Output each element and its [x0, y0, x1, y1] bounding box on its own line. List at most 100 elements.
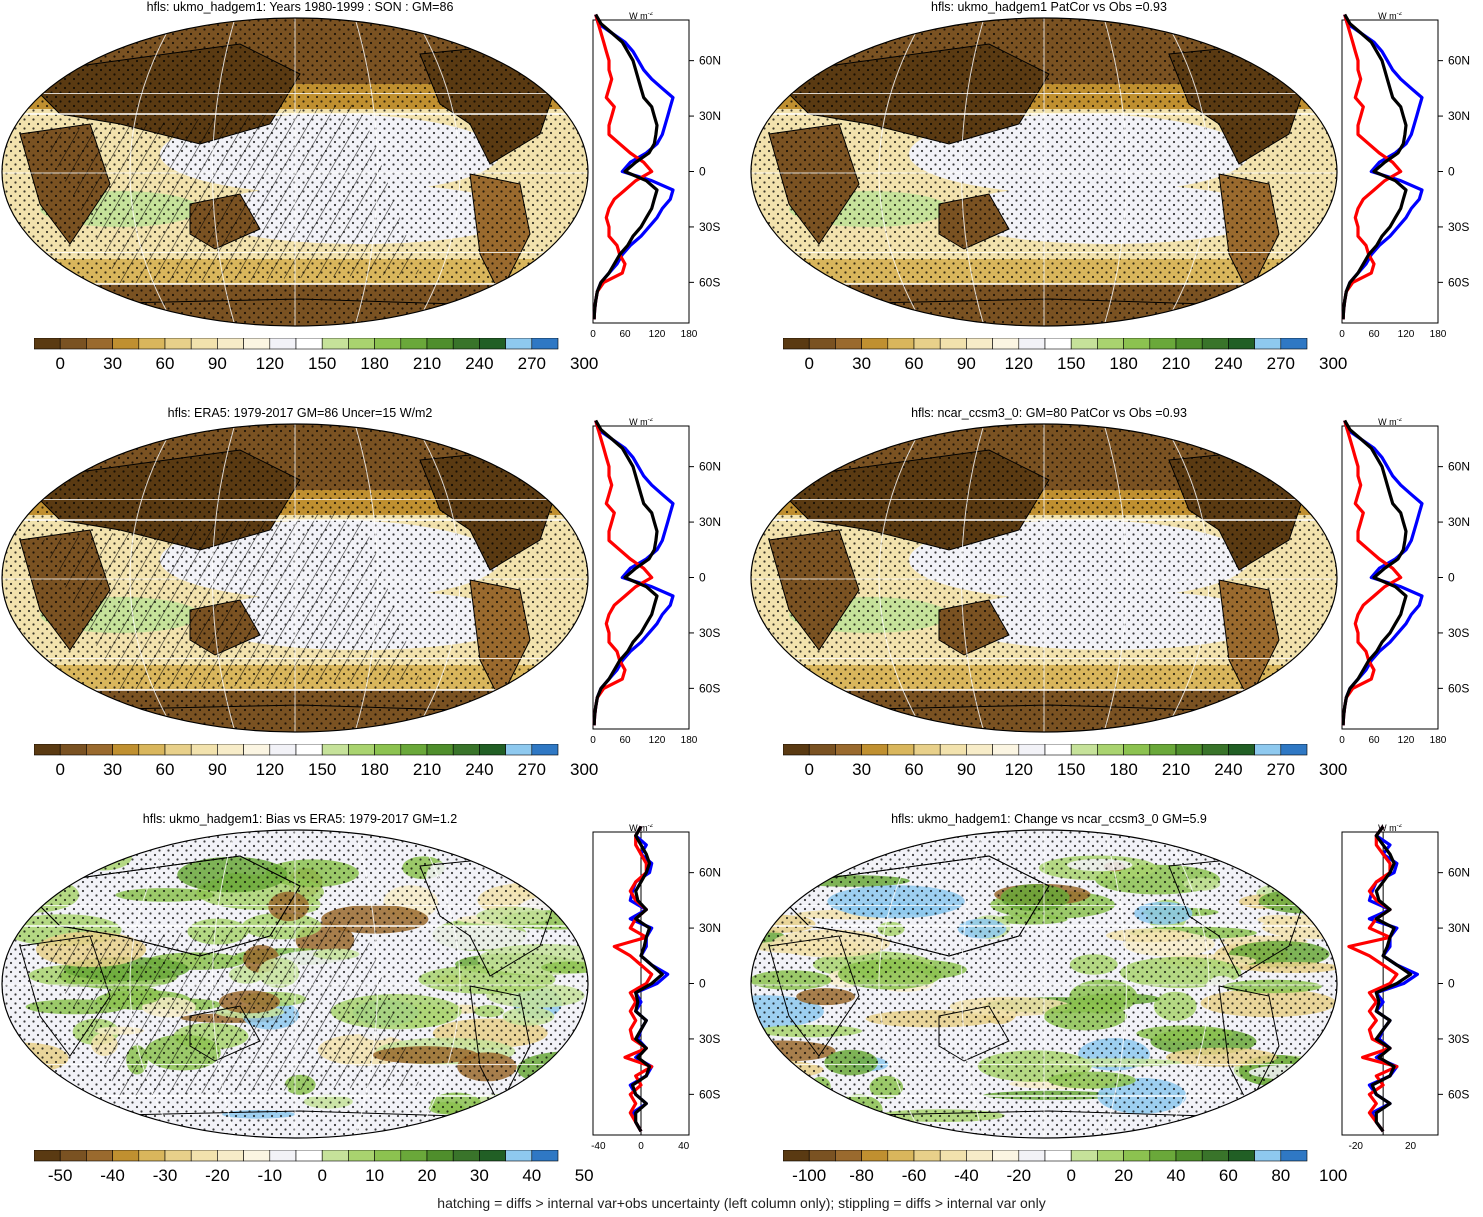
profile-unit: W m-2 [629, 418, 653, 427]
profile-lat-label: 0 [1448, 571, 1455, 585]
colorbar-tick-label: 10 [365, 1166, 385, 1185]
figure-footnote: hatching = diffs > internal var+obs unce… [437, 1195, 1046, 1211]
colorbar-tick-label: 80 [1271, 1166, 1291, 1185]
colorbar-tick-label: 60 [155, 354, 175, 373]
map-panel-2: hfls: ukmo_hadgem1 PatCor vs Obs =0.93 0 3… [749, 0, 1483, 405]
profile-x-tick: 60 [619, 735, 631, 746]
colorbar [783, 744, 1308, 756]
colorbar-tick-label: -30 [152, 1166, 178, 1185]
colorbar-tick-label: 20 [417, 1166, 437, 1185]
map-panel-6: hfls: ukmo_hadgem1: Change vs ncar_ccsm3… [749, 812, 1483, 1217]
colorbar-tick-label: 60 [155, 760, 175, 779]
colorbar [34, 338, 559, 350]
robinson-map [1, 17, 589, 327]
profile-lat-label: 60S [1448, 275, 1469, 289]
profile-lat-label: 60S [699, 275, 720, 289]
profile-x-tick: 180 [681, 735, 698, 746]
colorbar [783, 1150, 1308, 1162]
colorbar-tick-label: 270 [1266, 354, 1295, 373]
colorbar-tick-label: 240 [1214, 760, 1243, 779]
profile-lat-label: 0 [699, 571, 706, 585]
profile-curve-abs_red [1341, 14, 1403, 320]
profile-lat-label: 30N [1448, 109, 1470, 123]
colorbar-tick-label: 60 [904, 760, 924, 779]
colorbar-tick-label: 0 [317, 1166, 327, 1185]
colorbar-tick-label: 240 [1214, 354, 1243, 373]
profile-lat-label: 60N [1448, 460, 1470, 474]
profile-x-tick: 120 [649, 735, 666, 746]
profile-lat-label: 0 [1448, 165, 1455, 179]
robinson-map [750, 17, 1338, 327]
colorbar-tick-label: -60 [901, 1166, 927, 1185]
map-panel-5: hfls: ukmo_hadgem1: Bias vs ERA5: 1979-2… [0, 812, 740, 1217]
profile-curve-abs_red [1341, 420, 1403, 726]
colorbar-tick-label: 300 [570, 760, 599, 779]
colorbar-tick-label: 60 [1218, 1166, 1238, 1185]
colorbar-tick-label: 30 [852, 760, 872, 779]
colorbar-tick-label: 180 [1109, 354, 1138, 373]
profile-lat-label: 30S [699, 626, 720, 640]
profile-lat-label: 60S [1448, 681, 1469, 695]
map-panel-4: hfls: ncar_ccsm3_0: GM=80 PatCor vs Obs … [749, 406, 1483, 811]
profile-x-tick: 0 [590, 329, 596, 340]
colorbar-labels: 0 30 60 90 120 150 180 210 240 270 300 [783, 760, 1347, 782]
colorbar-labels: 0 30 60 90 120 150 180 210 240 270 300 [34, 760, 598, 782]
colorbar-tick-label: 30 [852, 354, 872, 373]
robinson-map [750, 829, 1338, 1139]
colorbar-tick-label: 120 [255, 760, 284, 779]
colorbar [34, 1150, 559, 1162]
profile-lat-label: 30N [1448, 921, 1470, 935]
colorbar-tick-label: 240 [465, 354, 494, 373]
colorbar-tick-label: 210 [412, 354, 442, 373]
profile-curve-abs_black [1341, 419, 1408, 726]
profile-x-tick: 20 [1405, 1141, 1417, 1152]
colorbar-tick-label: 0 [804, 354, 814, 373]
robinson-map [1, 829, 589, 1139]
profile-curve-diff_black [630, 825, 664, 1133]
colorbar-tick-label: 60 [904, 354, 924, 373]
profile-x-tick: -40 [591, 1141, 606, 1152]
colorbar-tick-label: -100 [792, 1166, 827, 1185]
colorbar-tick-label: 0 [55, 760, 65, 779]
profile-x-tick: 60 [1368, 329, 1380, 340]
colorbar-tick-label: 30 [469, 1166, 489, 1185]
profile-curve-abs_red [592, 14, 654, 320]
colorbar-labels: -50 -40 -30 -20 -10 0 10 20 30 40 50 [34, 1166, 594, 1188]
colorbar-tick-label: 20 [1114, 1166, 1134, 1185]
colorbar-tick-label: 150 [1057, 354, 1086, 373]
profile-unit: W m-2 [1378, 824, 1402, 833]
profile-lat-label: 30S [1448, 220, 1469, 234]
colorbar-tick-label: 100 [1319, 1166, 1348, 1185]
colorbar-tick-label: -20 [205, 1166, 230, 1185]
profile-x-tick: 0 [1339, 735, 1345, 746]
colorbar-tick-label: -50 [47, 1166, 73, 1185]
zonal-mean-profile: W m-2 60N 30N 0 30S 60S 0 60 120 180 [590, 12, 721, 340]
colorbar-tick-label: 90 [956, 354, 976, 373]
colorbar-labels: -100 -80 -60 -40 -20 0 20 40 60 80 100 [783, 1166, 1347, 1188]
profile-lat-label: 60N [1448, 866, 1470, 880]
colorbar-tick-label: 30 [103, 354, 123, 373]
colorbar-tick-label: 180 [1109, 760, 1138, 779]
colorbar [783, 338, 1308, 350]
zonal-mean-profile: W m-2 60N 30N 0 30S 60S 0 60 120 180 [1339, 12, 1470, 340]
colorbar-tick-label: 0 [1066, 1166, 1076, 1185]
colorbar-tick-label: 270 [1266, 760, 1295, 779]
profile-lat-label: 60N [1448, 54, 1470, 68]
panel-title: hfls: ERA5: 1979-2017 GM=86 Uncer=15 W/m… [167, 406, 433, 420]
colorbar [34, 744, 559, 756]
colorbar-tick-label: 30 [103, 760, 123, 779]
profile-unit: W m-2 [1378, 418, 1402, 427]
profile-curve-abs_black [1341, 13, 1408, 320]
zonal-mean-profile: W m-2 60N 30N 0 30S 60S 0 60 120 180 [590, 418, 721, 746]
colorbar-tick-label: 90 [956, 760, 976, 779]
profile-x-tick: 120 [1398, 735, 1415, 746]
colorbar-tick-label: 270 [517, 760, 546, 779]
profile-x-tick: 40 [678, 1141, 690, 1152]
colorbar-tick-label: 50 [574, 1166, 594, 1185]
profile-x-tick: 180 [1430, 735, 1447, 746]
profile-x-tick: -20 [1348, 1141, 1363, 1152]
panel-title: hfls: ukmo_hadgem1 PatCor vs Obs =0.93 [931, 0, 1167, 14]
colorbar-tick-label: -20 [1006, 1166, 1032, 1185]
map-panel-3: hfls: ERA5: 1979-2017 GM=86 Uncer=15 W/m… [0, 406, 740, 811]
